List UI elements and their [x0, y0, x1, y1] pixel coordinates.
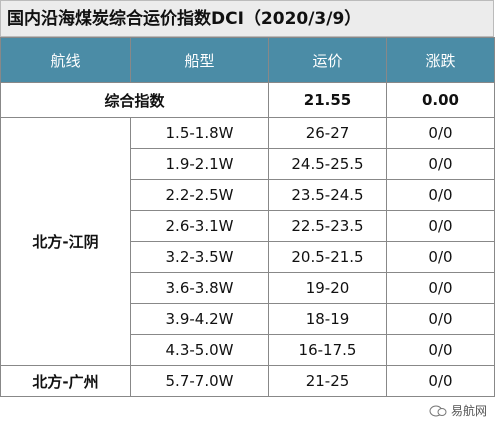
change: 0/0	[386, 272, 495, 304]
composite-price: 21.55	[268, 82, 387, 118]
change: 0/0	[386, 179, 495, 211]
column-header: 运价	[268, 37, 387, 83]
header-row: 航线 船型 运价 涨跌	[0, 37, 495, 83]
title: 国内沿海煤炭综合运价指数DCI（2020/3/9）	[0, 0, 494, 37]
data-row: 北方-广州 5.7-7.0W 21-25 0/0	[0, 365, 495, 397]
price: 24.5-25.5	[268, 148, 387, 180]
table: 航线 船型 运价 涨跌 综合指数 21.55 0.00 北方-江阴 1.5-1.8W 26-27 0…	[0, 37, 495, 397]
data-row: 北方-江阴 1.5-1.8W 26-27 0/0	[0, 117, 495, 366]
data-row: 2.6-3.1W 22.5-23.5 0/0	[1, 210, 495, 242]
price: 20.5-21.5	[268, 241, 387, 273]
route: 北方-江阴	[0, 117, 131, 366]
ship-type: 1.5-1.8W	[130, 117, 269, 149]
ship-type: 4.3-5.0W	[130, 334, 269, 366]
data-row: 2.2-2.5W 23.5-24.5 0/0	[1, 179, 495, 211]
composite-change: 0.00	[386, 82, 495, 118]
ship-type: 2.6-3.1W	[130, 210, 269, 242]
data-row: 3.9-4.2W 18-19 0/0	[1, 303, 495, 335]
change: 0/0	[386, 148, 495, 180]
data-row: 1.9-2.1W 24.5-25.5 0/0	[1, 148, 495, 180]
change: 0/0	[386, 117, 495, 149]
data-row: 3.6-3.8W 19-20 0/0	[1, 272, 495, 304]
ship-type: 3.6-3.8W	[130, 272, 269, 304]
change: 0/0	[386, 241, 495, 273]
change: 0/0	[386, 365, 495, 397]
ship-type: 5.7-7.0W	[130, 365, 269, 397]
column-header: 涨跌	[386, 37, 495, 83]
data-row: 3.2-3.5W 20.5-21.5 0/0	[1, 241, 495, 273]
price: 23.5-24.5	[268, 179, 387, 211]
column-header: 船型	[130, 37, 269, 83]
price: 26-27	[268, 117, 387, 149]
change: 0/0	[386, 303, 495, 335]
ship-type: 2.2-2.5W	[130, 179, 269, 211]
icon	[429, 405, 447, 416]
column-header: 航线	[0, 37, 131, 83]
route: 北方-广州	[0, 365, 131, 397]
price: 22.5-23.5	[268, 210, 387, 242]
data-row: 4.3-5.0W 16-17.5 0/0	[1, 334, 495, 366]
source: 易航网	[450, 404, 487, 418]
composite-label: 综合指数	[0, 82, 269, 118]
price: 18-19	[268, 303, 387, 335]
ship-type: 1.9-2.1W	[130, 148, 269, 180]
footer: 易航网	[429, 402, 487, 419]
ship-type: 3.9-4.2W	[130, 303, 269, 335]
change: 0/0	[386, 210, 495, 242]
change: 0/0	[386, 334, 495, 366]
composite-row: 综合指数 21.55 0.00	[0, 82, 495, 118]
price: 19-20	[268, 272, 387, 304]
ship-type: 3.2-3.5W	[130, 241, 269, 273]
price: 21-25	[268, 365, 387, 397]
price: 16-17.5	[268, 334, 387, 366]
